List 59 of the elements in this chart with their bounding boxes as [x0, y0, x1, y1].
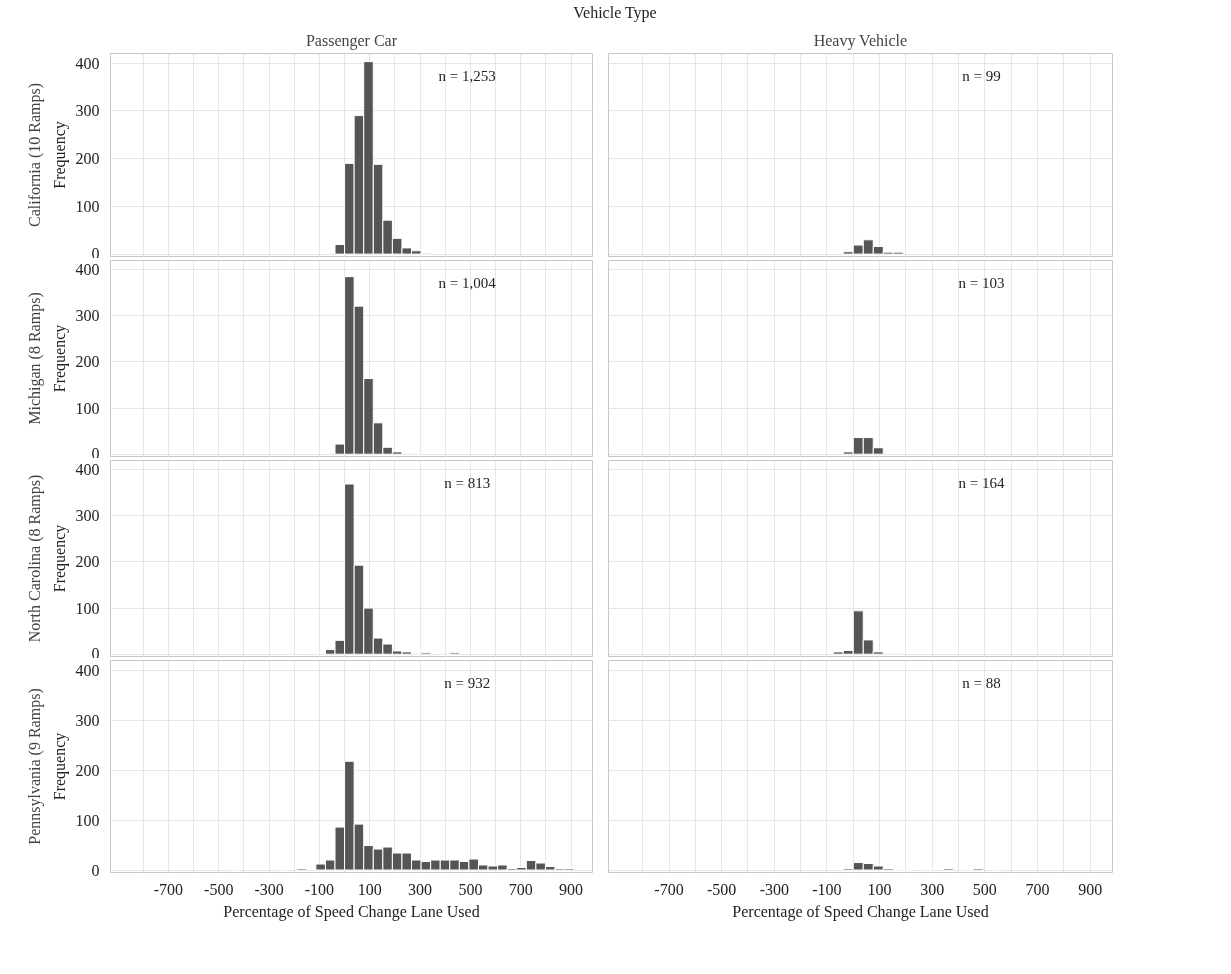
x-axis-title: Percentage of Speed Change Lane Used	[732, 902, 989, 921]
y-tick-label: 300	[75, 102, 100, 120]
annotation: n = 88	[962, 674, 1001, 691]
x-tick-label: 900	[1078, 880, 1103, 898]
annotation: n = 164	[958, 474, 1005, 491]
y-tick-label: 100	[75, 811, 100, 829]
y-tick-label: 200	[75, 761, 100, 779]
annotation: n = 1,004	[438, 274, 497, 291]
y-tick-label: 300	[75, 711, 100, 729]
x-tick-label: -100	[812, 880, 842, 898]
y-tick-label: 200	[75, 353, 100, 371]
annotation: n = 1,253	[438, 67, 496, 84]
y-tick-label: 400	[75, 261, 100, 279]
y-tick-label: 0	[91, 644, 100, 662]
x-tick-label: 500	[972, 880, 997, 898]
x-tick-label: 700	[1025, 880, 1050, 898]
x-tick-label: -300	[254, 880, 284, 898]
y-tick-label: 100	[75, 399, 100, 417]
y-tick-label: 300	[75, 507, 100, 525]
text: California (10 Ramps)	[25, 83, 44, 227]
y-tick-label: 0	[91, 244, 100, 262]
annotation: n = 99	[962, 67, 1001, 84]
annotation: n = 103	[958, 274, 1005, 291]
x-tick-label: -300	[759, 880, 789, 898]
y-tick-label: 0	[91, 861, 100, 879]
y-tick-label: 100	[75, 599, 100, 617]
x-tick-label: 300	[920, 880, 945, 898]
y-tick-label: 300	[75, 307, 100, 325]
text: North Carolina (8 Ramps)	[25, 474, 44, 643]
y-axis-title: Frequency	[50, 524, 69, 593]
y-tick-label: 0	[91, 444, 100, 462]
chart-title: Heavy Vehicle	[813, 31, 908, 50]
y-tick-label: 100	[75, 197, 100, 215]
x-tick-label: 100	[867, 880, 892, 898]
y-tick-label: 200	[75, 553, 100, 571]
x-tick-label: 500	[458, 880, 483, 898]
x-tick-label: -700	[654, 880, 684, 898]
x-tick-label: -500	[204, 880, 234, 898]
text: Pennsylvania (9 Ramps)	[25, 688, 44, 845]
x-tick-label: -500	[707, 880, 737, 898]
x-tick-label: -700	[153, 880, 184, 898]
y-tick-label: 400	[75, 661, 100, 679]
x-tick-label: 700	[508, 880, 533, 898]
text: Michigan (8 Ramps)	[25, 292, 44, 425]
y-axis-title: Frequency	[50, 732, 69, 801]
y-tick-label: 400	[75, 461, 100, 479]
y-tick-label: 400	[75, 54, 100, 72]
x-tick-label: -100	[304, 880, 335, 898]
text: Vehicle Type	[573, 3, 657, 24]
y-tick-label: 200	[75, 150, 100, 168]
x-axis-title: Percentage of Speed Change Lane Used	[223, 902, 480, 921]
y-axis-title: Frequency	[50, 324, 69, 393]
x-tick-label: 300	[408, 880, 433, 898]
x-tick-label: 100	[357, 880, 382, 898]
annotation: n = 813	[444, 474, 491, 491]
annotation: n = 932	[444, 674, 491, 691]
chart-title: Passenger Car	[305, 31, 398, 50]
y-axis-title: Frequency	[50, 121, 69, 189]
x-tick-label: 900	[559, 880, 584, 898]
